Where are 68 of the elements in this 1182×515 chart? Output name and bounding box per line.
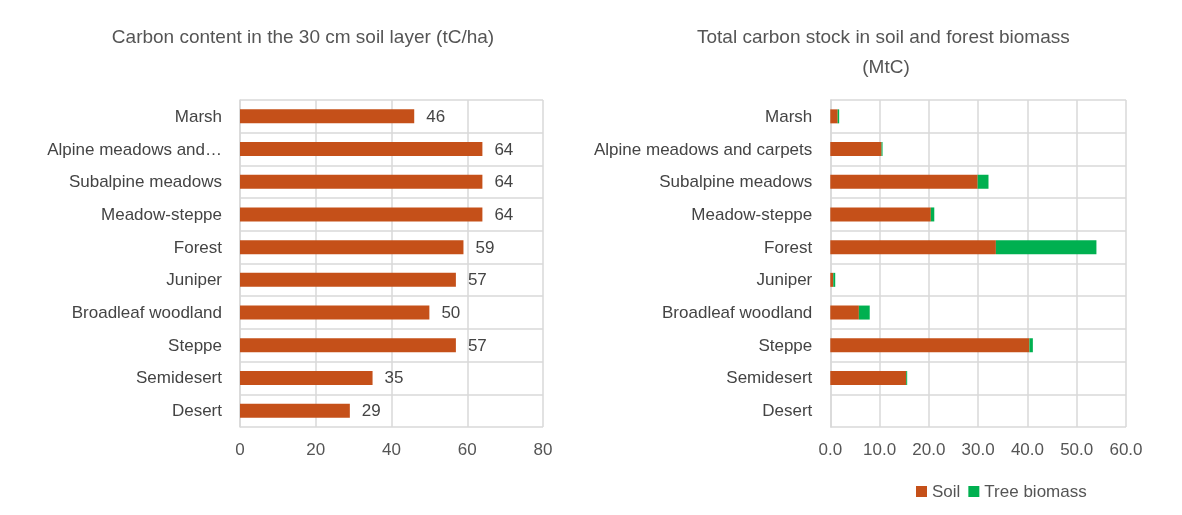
x-tick-label: 10.0: [863, 440, 897, 459]
bar: [858, 305, 870, 320]
y-tick-label: Juniper: [166, 270, 223, 290]
data-label: 64: [494, 139, 514, 159]
bar: [240, 272, 456, 287]
y-tick-label: Subalpine meadows: [659, 172, 813, 192]
data-label: 57: [467, 335, 487, 355]
bar: [240, 370, 373, 385]
y-tick-label: Marsh: [765, 106, 813, 126]
data-label: 46: [426, 106, 446, 126]
y-tick-label: Marsh: [174, 106, 222, 126]
y-tick-label: Steppe: [758, 335, 813, 355]
y-tick-label: Alpine meadows and carpets: [594, 139, 813, 159]
bar: [1029, 338, 1033, 353]
data-label: 50: [441, 303, 461, 323]
x-tick-label: 80: [533, 440, 553, 459]
y-tick-label: Broadleaf woodland: [71, 303, 222, 323]
data-label: 59: [475, 237, 495, 257]
y-tick-label: Semidesert: [136, 368, 223, 388]
x-tick-label: 0: [235, 440, 245, 459]
bar: [995, 240, 1097, 255]
bar: [977, 174, 989, 189]
bar: [240, 207, 483, 222]
y-tick-label: Steppe: [168, 335, 222, 355]
y-tick-label: Juniper: [756, 270, 813, 290]
bar: [830, 207, 931, 222]
legend-label: Soil: [932, 482, 961, 501]
data-label: 35: [384, 368, 404, 388]
x-tick-label: 30.0: [961, 440, 995, 459]
x-tick-label: 40.0: [1010, 440, 1044, 459]
chart-title: Carbon content in the 30 cm soil layer (tC/ha): [111, 25, 495, 47]
y-tick-label: Semidesert: [726, 368, 813, 388]
bar: [830, 109, 838, 124]
bar: [240, 403, 350, 418]
bar: [830, 370, 907, 385]
y-tick-label: Forest: [764, 237, 813, 257]
y-tick-label: Desert: [762, 401, 813, 421]
data-label: 64: [494, 172, 514, 192]
y-tick-label: Forest: [173, 237, 223, 257]
x-tick-label: 40: [382, 440, 401, 459]
data-label: 64: [494, 204, 514, 224]
bar: [240, 240, 464, 255]
bar: [830, 174, 978, 189]
bar: [830, 142, 882, 157]
bar: [240, 174, 483, 189]
y-tick-label: Subalpine meadows: [68, 172, 222, 192]
x-tick-label: 50.0: [1060, 440, 1094, 459]
y-tick-label: Desert: [171, 401, 223, 421]
data-label: 57: [467, 270, 487, 290]
bar: [830, 305, 859, 320]
legend-label: Tree biomass: [984, 482, 1087, 501]
x-tick-label: 60: [457, 440, 477, 459]
bar: [240, 338, 456, 353]
y-tick-label: Broadleaf woodland: [662, 303, 813, 323]
y-tick-label: Meadow-steppe: [691, 204, 813, 224]
bar: [830, 240, 996, 255]
bar: [240, 142, 483, 157]
x-tick-label: 0.0: [818, 440, 843, 459]
bar: [830, 338, 1030, 353]
bar: [240, 305, 430, 320]
data-label: 29: [361, 401, 381, 421]
x-tick-label: 60.0: [1109, 440, 1143, 459]
y-tick-label: Alpine meadows and…: [47, 139, 222, 159]
x-tick-label: 20.0: [912, 440, 946, 459]
y-tick-label: Meadow-steppe: [101, 204, 222, 224]
bar: [240, 109, 415, 124]
x-tick-label: 20: [306, 440, 326, 459]
chart-title: Total carbon stock in soil and forest biomass (MtC): [696, 25, 1076, 77]
